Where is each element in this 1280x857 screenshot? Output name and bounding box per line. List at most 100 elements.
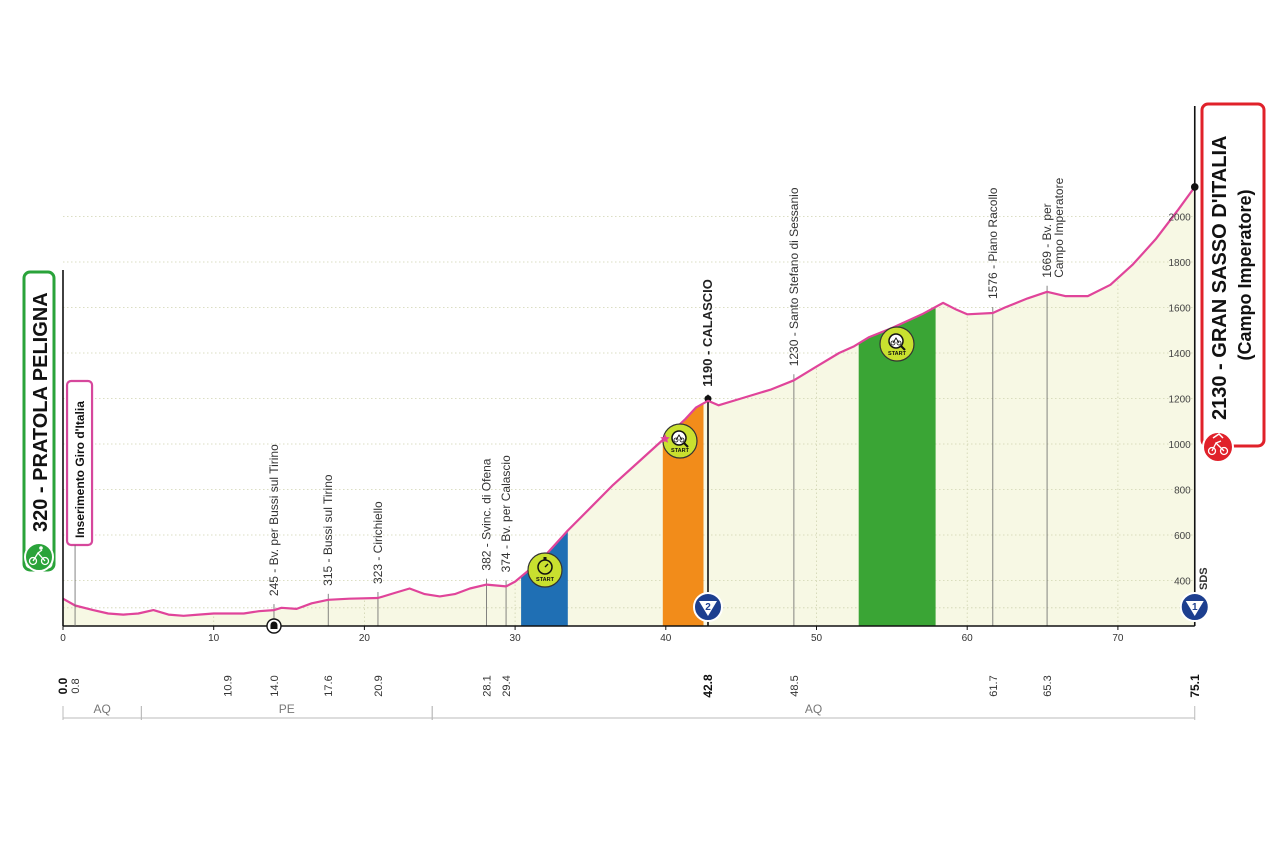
start-panel: 320 - PRATOLA PELIGNA — [22, 270, 56, 572]
km-label: 17.6 — [323, 675, 335, 696]
start-elevation: 320 — [30, 499, 52, 532]
waypoint-label: 315 - Bussi sul Tirino — [321, 474, 335, 586]
x-tick-label: 20 — [359, 633, 371, 644]
waypoint-label-group: 382 - Svinc. di Ofena — [479, 458, 493, 570]
magnifier-lens — [888, 333, 904, 349]
waypoint-label: 323 - Cirichiello — [371, 501, 385, 584]
cyclist-wheel — [896, 340, 902, 346]
km-label: 0.8 — [70, 678, 82, 693]
start-icon-frame — [32, 549, 46, 562]
waypoint-label-group: 374 - Bv. per Calascio — [499, 455, 513, 572]
waypoint-label-group: 1190 - CALASCIO — [700, 279, 715, 387]
kom-category: 2 — [705, 602, 711, 613]
waypoint-label: 1669 - Bv. per — [1040, 203, 1054, 277]
profile-area — [63, 186, 1195, 626]
waypoint-label-group: 245 - Bv. per Bussi sul Tirino — [267, 444, 281, 596]
waypoint-label: 1576 - Piano Racollo — [986, 187, 1000, 299]
y-tick-label: 800 — [1174, 486, 1191, 497]
y-tick-label: 1200 — [1169, 395, 1192, 406]
sector-start-label: START — [888, 351, 907, 357]
km-label-group: 61.7 — [988, 675, 1000, 696]
waypoint-label-group: 315 - Bussi sul Tirino — [321, 474, 335, 586]
waypoint-label-group: 323 - Cirichiello — [371, 501, 385, 584]
start-icon-circle — [24, 542, 54, 572]
profile-line — [62, 186, 1196, 617]
waypoint-label: 1190 - CALASCIO — [700, 279, 715, 387]
waypoint-label: 374 - Bv. per Calascio — [499, 455, 513, 572]
waypoint-label: 245 - Bv. per Bussi sul Tirino — [267, 444, 281, 596]
kom-triangle — [1185, 601, 1204, 616]
banner-label: Inserimento Giro d'Italia — [73, 401, 87, 538]
cyclist-magnifier-icon: START — [660, 423, 698, 459]
banner-frame — [65, 379, 94, 547]
start-title: 320 - PRATOLA PELIGNA — [30, 292, 52, 532]
start-icon-head — [39, 546, 43, 550]
start-icon-wheel — [40, 556, 50, 566]
start-name: PRATOLA PELIGNA — [30, 292, 52, 481]
sds-label: SDS — [1198, 567, 1210, 590]
banner-text-group: Inserimento Giro d'Italia — [73, 401, 87, 538]
finish-icon-frame — [1211, 440, 1225, 452]
y-tick-label: 1600 — [1169, 304, 1192, 315]
waypoint-label: 382 - Svinc. di Ofena — [479, 458, 493, 570]
cyclist-finish-icon — [1202, 431, 1234, 463]
kom-triangle — [698, 601, 717, 616]
x-tick-label: 50 — [811, 633, 823, 644]
finish-separator: - — [1209, 358, 1231, 376]
x-tick-label: 10 — [208, 633, 220, 644]
waypoint-label: 1230 - Santo Stefano di Sessanio — [787, 187, 801, 366]
y-tick-label: 600 — [1174, 531, 1191, 542]
x-tick-label: 30 — [510, 633, 522, 644]
sds-label-group: SDS — [1198, 567, 1210, 590]
km-label: 20.9 — [373, 675, 385, 696]
km-label: 75.1 — [1188, 674, 1202, 698]
km-label-group: 42.8 — [701, 674, 715, 698]
finish-title: 2130 - GRAN SASSO D'ITALIA — [1209, 136, 1231, 420]
x-tick-label: 0 — [60, 633, 66, 644]
stopwatch-button — [543, 557, 547, 560]
km-label-group: 75.1 — [1188, 674, 1202, 698]
magnifier-lens — [671, 430, 687, 446]
km-label-group: 20.9 — [373, 675, 385, 696]
km-label-group: 29.4 — [501, 675, 513, 696]
icon-badge — [527, 552, 563, 588]
km-label-group: 65.3 — [1042, 675, 1054, 696]
km-label-group: 28.1 — [481, 675, 493, 696]
finish-subtitle: (Campo Imperatore) — [1235, 189, 1255, 360]
finish-panel: 2130 - GRAN SASSO D'ITALIA (Campo Imperat… — [1200, 102, 1266, 463]
km-label: 29.4 — [501, 675, 513, 696]
kom-category: 1 — [1192, 602, 1198, 613]
finish-panel-text: 2130 - GRAN SASSO D'ITALIA (Campo Imperat… — [1209, 136, 1255, 420]
cyclist-wheel — [673, 437, 679, 443]
km-label-group: 0.8 — [70, 678, 82, 693]
region-bracket: PE — [140, 702, 433, 720]
y-tick-label: 400 — [1174, 577, 1191, 588]
x-tick-label: 70 — [1112, 633, 1124, 644]
y-tick-label: 1000 — [1169, 440, 1192, 451]
stopwatch-icon: START — [527, 552, 563, 588]
km-label: 61.7 — [988, 675, 1000, 696]
start-separator: - — [30, 481, 52, 499]
start-panel-text: 320 - PRATOLA PELIGNA — [30, 292, 52, 532]
cyclist-start-icon — [24, 542, 54, 572]
cyclist-frame — [675, 434, 683, 441]
cyclist-wheel — [679, 437, 685, 443]
star-icon — [660, 434, 670, 443]
km-label: 48.5 — [789, 675, 801, 696]
finish-icon-mountain — [1212, 433, 1224, 439]
km-label: 14.0 — [269, 675, 281, 696]
x-tick-label: 60 — [962, 633, 974, 644]
sector-start-label: START — [671, 448, 690, 454]
waypoint-label-group: 1230 - Santo Stefano di Sessanio — [787, 187, 801, 366]
x-tick-label: 40 — [660, 633, 672, 644]
banner-panel: Inserimento Giro d'Italia — [65, 379, 94, 626]
region-label: PE — [279, 702, 295, 716]
finish-name: GRAN SASSO D'ITALIA — [1209, 136, 1231, 358]
km-label: 42.8 — [701, 674, 715, 698]
y-tick-label: 1400 — [1169, 349, 1192, 360]
sector-start-label: START — [536, 577, 555, 583]
km-label: 0.0 — [56, 677, 70, 694]
finish-elevation: 2130 — [1209, 376, 1231, 421]
km-label-group: 48.5 — [789, 675, 801, 696]
